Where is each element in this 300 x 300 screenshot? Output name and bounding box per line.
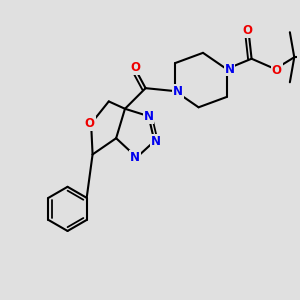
Text: O: O: [130, 61, 140, 74]
Text: N: N: [151, 135, 161, 148]
Text: N: N: [143, 110, 154, 123]
Text: O: O: [272, 64, 282, 77]
Text: O: O: [85, 117, 94, 130]
Text: O: O: [242, 24, 252, 37]
Text: N: N: [224, 62, 235, 76]
Text: N: N: [173, 85, 183, 98]
Text: N: N: [130, 151, 140, 164]
